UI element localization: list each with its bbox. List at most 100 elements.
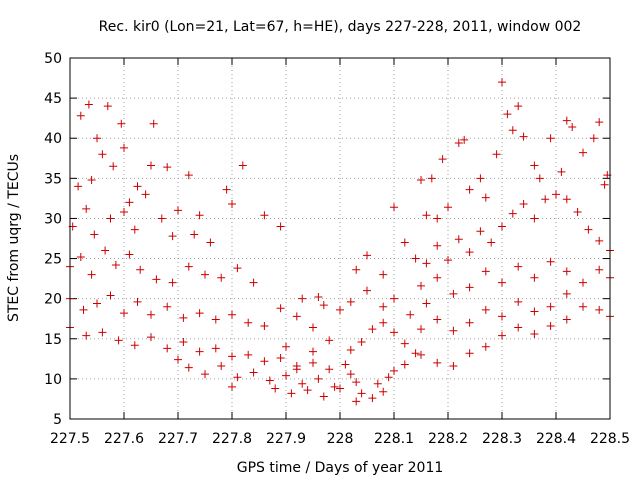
data-point (579, 302, 587, 311)
data-point (106, 214, 115, 223)
data-point (147, 310, 155, 319)
data-point (228, 382, 236, 391)
data-point (503, 110, 512, 119)
data-point (600, 180, 609, 189)
y-tick-label: 25 (44, 252, 62, 268)
data-point (422, 259, 431, 268)
data-point (552, 190, 560, 199)
data-point (460, 135, 469, 144)
data-point (133, 182, 142, 191)
data-point (211, 344, 220, 353)
chart-title: Rec. kir0 (Lon=21, Lat=67, h=HE), days 2… (99, 19, 582, 35)
data-point (233, 373, 242, 382)
data-point (195, 309, 204, 318)
data-point (417, 175, 425, 184)
data-point (390, 294, 398, 303)
y-tick-label: 30 (44, 211, 62, 227)
data-point (346, 370, 355, 379)
data-point (309, 323, 317, 332)
data-point (514, 323, 523, 332)
data-point (163, 163, 172, 172)
data-point (249, 368, 258, 377)
data-point (379, 387, 388, 396)
x-tick-label: 227.9 (266, 431, 306, 447)
data-point (400, 360, 409, 369)
data-point (282, 342, 290, 351)
y-tick-label: 45 (44, 91, 62, 107)
data-point (341, 360, 350, 369)
data-point (292, 312, 301, 321)
y-tick-label: 10 (44, 372, 62, 388)
data-point (422, 299, 431, 308)
x-tick-label: 227.8 (212, 431, 252, 447)
data-point (76, 111, 85, 120)
data-point (101, 246, 110, 255)
data-point (557, 167, 566, 176)
data-point (98, 150, 107, 159)
data-point (363, 286, 371, 295)
data-point (271, 384, 280, 393)
data-point (184, 262, 193, 271)
x-tick-label: 227.6 (104, 431, 144, 447)
y-tick-label: 20 (44, 292, 62, 308)
data-point (433, 315, 442, 324)
data-point (433, 214, 442, 223)
data-point (498, 78, 506, 87)
y-tick-label: 50 (44, 51, 62, 67)
data-point (149, 119, 158, 128)
data-point (352, 378, 361, 387)
data-point (244, 318, 253, 327)
data-point (433, 241, 442, 250)
data-point (184, 171, 193, 180)
data-point (314, 293, 323, 302)
data-point (449, 326, 458, 335)
data-point (476, 174, 485, 183)
data-point (530, 214, 539, 223)
data-point (130, 341, 139, 350)
y-tick-label: 15 (44, 332, 62, 348)
data-point (201, 270, 209, 279)
data-point (79, 305, 88, 314)
data-point (530, 307, 539, 316)
data-point (238, 161, 247, 170)
data-point (541, 195, 550, 204)
data-point (465, 185, 474, 194)
data-point (465, 318, 474, 327)
data-point (465, 283, 474, 292)
data-point (444, 203, 452, 212)
data-point (195, 211, 204, 220)
data-point (76, 252, 85, 261)
data-point (417, 281, 425, 290)
data-point (390, 366, 398, 375)
data-point (309, 347, 317, 356)
data-point (433, 358, 442, 367)
data-point (222, 185, 231, 194)
data-point (93, 299, 101, 308)
data-point (233, 264, 242, 273)
data-point (579, 148, 587, 157)
data-point (368, 325, 377, 334)
data-point (84, 100, 93, 109)
x-axis-tick-labels: 227.5 227.6 227.7 227.8 227.9 228 228.1 228.2 22… (50, 431, 630, 447)
data-point (562, 289, 571, 298)
data-point (400, 339, 409, 348)
data-point (157, 214, 166, 223)
data-point (336, 305, 344, 314)
data-point (595, 305, 604, 314)
data-point (481, 305, 490, 314)
data-point (141, 190, 150, 199)
data-point (120, 208, 128, 217)
data-point (589, 134, 598, 143)
data-point (422, 211, 431, 220)
data-point (379, 270, 388, 279)
data-point (195, 347, 204, 356)
data-point (179, 313, 188, 322)
x-tick-label: 228.5 (590, 431, 630, 447)
data-point (476, 227, 485, 236)
data-point (163, 344, 172, 353)
data-point (98, 328, 107, 337)
data-point (336, 384, 344, 393)
data-point (249, 278, 258, 287)
data-point (260, 211, 269, 220)
